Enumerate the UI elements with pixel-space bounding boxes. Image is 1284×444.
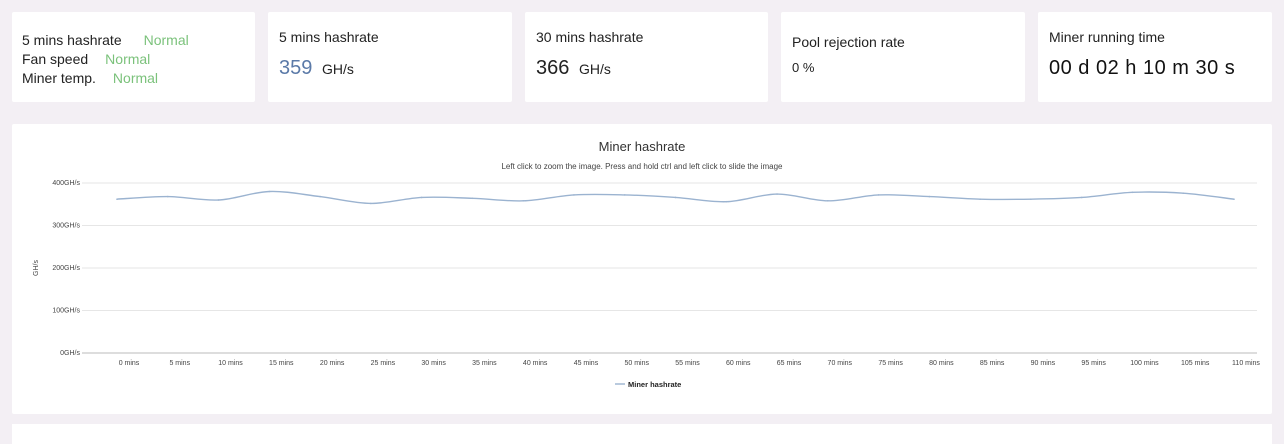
data-point[interactable] — [1030, 198, 1032, 200]
data-point[interactable] — [116, 198, 118, 200]
status-label: 5 mins hashrate — [22, 32, 122, 48]
data-point[interactable] — [827, 200, 829, 202]
legend-label[interactable]: Miner hashrate — [628, 380, 681, 389]
data-point[interactable] — [370, 202, 372, 205]
data-point[interactable] — [268, 190, 271, 193]
x-tick-label: 40 mins — [523, 360, 548, 367]
y-tick-label: 300GH/s — [52, 223, 80, 230]
y-axis-label: GH/s — [33, 260, 40, 276]
data-point[interactable] — [1182, 192, 1185, 194]
value-number: 359 — [279, 57, 313, 79]
data-point[interactable] — [217, 199, 220, 201]
status-value: Normal — [105, 51, 151, 67]
x-tick-label: 65 mins — [777, 360, 802, 367]
x-tick-label: 100 mins — [1130, 360, 1159, 367]
hashrate-30m-card: 30 mins hashrate 366 GH/s — [525, 12, 768, 102]
x-tick-label: 70 mins — [828, 360, 853, 367]
status-value: Normal — [143, 32, 189, 48]
x-tick-label: 35 mins — [472, 360, 497, 367]
chart-subtitle: Left click to zoom the image. Press and … — [501, 162, 783, 171]
x-tick-label: 20 mins — [320, 360, 345, 367]
bottom-panel — [12, 424, 1272, 444]
x-tick-label: 10 mins — [218, 360, 243, 367]
hashrate-chart[interactable]: 0GH/s 100GH/s 200GH/s 300GH/s 400GH/s 0 mins… — [12, 124, 1272, 414]
value-unit: GH/s — [578, 61, 611, 77]
x-tick-label: 105 mins — [1181, 360, 1210, 367]
status-row-temp: Miner temp. Normal — [22, 69, 189, 88]
x-tick-label: 5 mins — [169, 360, 190, 367]
x-tick-label: 95 mins — [1081, 360, 1106, 367]
data-point[interactable] — [471, 197, 474, 200]
data-point[interactable] — [420, 196, 423, 199]
data-point[interactable] — [725, 200, 728, 203]
chart-title: Miner hashrate — [598, 139, 686, 154]
status-row-hashrate: 5 mins hashrate Normal — [22, 31, 189, 50]
hashrate-5m-card: 5 mins hashrate 359 GH/s — [268, 12, 512, 102]
y-tick-label: 400GH/s — [52, 180, 80, 187]
card-title: Pool rejection rate — [792, 34, 905, 50]
data-point[interactable] — [877, 194, 880, 196]
rejection-value: 0 % — [792, 60, 815, 75]
status-row-fan: Fan speed Normal — [22, 50, 189, 69]
data-point[interactable] — [166, 195, 169, 198]
x-tick-label: 50 mins — [624, 360, 649, 367]
data-point[interactable] — [979, 198, 981, 200]
status-list: 5 mins hashrate Normal Fan speed Normal … — [22, 31, 189, 88]
chart-legend[interactable]: Miner hashrate — [615, 380, 681, 389]
status-card: 5 mins hashrate Normal Fan speed Normal … — [12, 12, 255, 102]
data-point[interactable] — [1131, 191, 1134, 194]
x-tick-label: 45 mins — [574, 360, 599, 367]
data-point[interactable] — [776, 193, 778, 195]
y-tick-label: 100GH/s — [52, 308, 80, 315]
data-point[interactable] — [319, 195, 321, 198]
runtime-card: Miner running time 00 d 02 h 10 m 30 s — [1038, 12, 1272, 102]
x-tick-label: 60 mins — [726, 360, 751, 367]
status-label: Fan speed — [22, 51, 89, 67]
data-point[interactable] — [674, 196, 677, 199]
status-value: Normal — [112, 70, 159, 86]
rejection-card: Pool rejection rate 0 % — [781, 12, 1025, 102]
x-tick-label: 55 mins — [675, 360, 700, 367]
x-tick-label: 75 mins — [878, 360, 903, 367]
data-point[interactable] — [573, 194, 575, 196]
card-title: 30 mins hashrate — [536, 29, 644, 45]
status-label: Miner temp. — [22, 70, 96, 86]
data-point[interactable] — [522, 200, 524, 202]
card-title: 5 mins hashrate — [279, 29, 379, 45]
x-tick-label: 85 mins — [980, 360, 1005, 367]
card-title: Miner running time — [1049, 29, 1165, 45]
value-number: 366 — [536, 57, 570, 79]
x-tick-label: 110 mins — [1232, 360, 1260, 367]
x-tick-label: 15 mins — [269, 360, 294, 367]
x-tick-label: 90 mins — [1031, 360, 1056, 367]
data-point[interactable] — [623, 194, 626, 196]
data-point[interactable] — [928, 195, 931, 198]
hashrate-chart-card[interactable]: Miner hashrate Left click to zoom the im… — [12, 124, 1272, 414]
x-tick-label: 0 mins — [119, 360, 140, 367]
y-tick-label: 200GH/s — [52, 265, 80, 272]
value-unit: GH/s — [321, 61, 354, 77]
hashrate-30m-value: 366 GH/s — [536, 57, 611, 80]
x-tick-label: 25 mins — [371, 360, 396, 367]
data-point[interactable] — [1233, 198, 1235, 200]
y-tick-label: 0GH/s — [60, 350, 80, 357]
hashrate-5m-value: 359 GH/s — [279, 57, 354, 80]
data-point[interactable] — [1080, 196, 1083, 199]
x-tick-label: 30 mins — [421, 360, 446, 367]
x-tick-label: 80 mins — [929, 360, 954, 367]
runtime-value: 00 d 02 h 10 m 30 s — [1049, 57, 1236, 79]
